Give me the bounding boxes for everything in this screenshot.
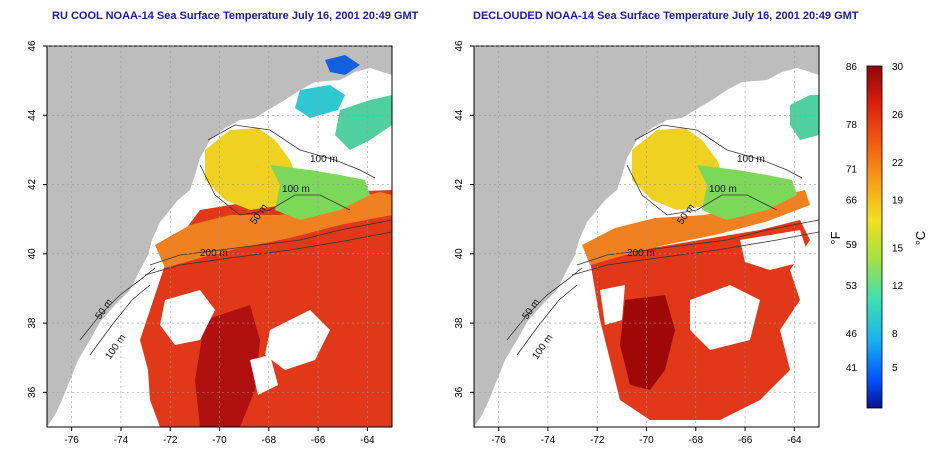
celsius-label: 15 <box>892 243 904 254</box>
lat-tick-label: 36 <box>454 386 465 398</box>
colorbar-scale <box>866 65 883 409</box>
lon-tick-label: -72 <box>590 435 605 446</box>
lon-tick-label: -68 <box>262 435 277 446</box>
celsius-label: 26 <box>892 110 904 121</box>
lon-tick-label: -64 <box>787 435 802 446</box>
sst-green-shelf <box>270 165 370 220</box>
lat-tick-label: 46 <box>27 40 38 52</box>
cloud-gap <box>250 355 278 395</box>
fahrenheit-unit: °F <box>828 231 843 244</box>
lon-tick-label: -68 <box>689 435 704 446</box>
lon-tick-label: -66 <box>311 435 326 446</box>
fahrenheit-label: 59 <box>846 240 858 251</box>
land-mass <box>474 46 819 427</box>
lon-tick-label: -66 <box>738 435 753 446</box>
sst-cyan-north <box>295 85 345 118</box>
sst-yellow-bank <box>205 128 300 210</box>
cloud-gap <box>265 310 330 370</box>
lat-tick-label: 46 <box>454 40 465 52</box>
right-map-panel: 100 m 100 m 50 m 200 m 50 m 100 m -76 -74… <box>454 40 820 446</box>
lon-tick-label: -64 <box>360 435 375 446</box>
cloud-gap <box>160 290 215 345</box>
fahrenheit-label: 78 <box>846 120 858 131</box>
contour-label-100m: 100 m <box>709 184 737 195</box>
fahrenheit-label: 71 <box>846 165 858 176</box>
left-map-panel: 100 m 100 m 50 m 200 m 50 m 100 m -76 -74… <box>27 40 393 446</box>
lon-tick-label: -74 <box>114 435 129 446</box>
sst-yellow-bank <box>632 128 727 210</box>
cloud-gap <box>740 230 810 270</box>
contour-label-100m: 100 m <box>282 184 310 195</box>
lon-tick-label: -70 <box>639 435 654 446</box>
lat-tick-label: 36 <box>27 386 38 398</box>
sst-blue-patch <box>325 55 360 75</box>
fahrenheit-label: 66 <box>846 195 858 206</box>
contour-label-200m: 200 m <box>200 248 228 259</box>
sst-hot-core <box>620 295 675 390</box>
lon-tick-label: -76 <box>491 435 506 446</box>
lat-tick-label: 40 <box>27 248 38 260</box>
land-mass <box>47 46 392 427</box>
lat-tick-label: 44 <box>454 109 465 121</box>
sst-cyan-east <box>335 95 392 150</box>
lon-tick-label: -70 <box>212 435 227 446</box>
celsius-label: 5 <box>892 363 898 374</box>
contour-label-100m: 100 m <box>310 154 338 165</box>
lon-tick-label: -76 <box>64 435 79 446</box>
left-panel-title: RU COOL NOAA-14 Sea Surface Temperature … <box>52 10 419 22</box>
lat-tick-label: 42 <box>454 179 465 191</box>
sst-cyan-east <box>790 95 819 140</box>
contour-label-100m: 100 m <box>737 154 765 165</box>
lat-tick-label: 38 <box>454 317 465 329</box>
celsius-labels: 30 26 22 19 15 12 8 5 <box>892 62 904 374</box>
lat-tick-label: 40 <box>454 248 465 260</box>
celsius-label: 12 <box>892 281 904 292</box>
contour-label-200m: 200 m <box>627 248 655 259</box>
fahrenheit-labels: 86 78 71 66 59 53 46 41 <box>846 62 858 374</box>
right-panel-title: DECLOUDED NOAA-14 Sea Surface Temperatur… <box>473 10 859 22</box>
celsius-label: 8 <box>892 329 898 340</box>
lon-tick-label: -72 <box>163 435 178 446</box>
fahrenheit-label: 46 <box>846 329 858 340</box>
celsius-label: 22 <box>892 158 904 169</box>
celsius-label: 19 <box>892 195 904 206</box>
left-axis-ticks: -76 -74 -72 -70 -68 -66 -64 36 38 40 42 44 46 <box>27 40 392 446</box>
right-axis-ticks: -76 -74 -72 -70 -68 -66 -64 36 38 40 42 44 46 <box>454 40 819 446</box>
sst-hot-core <box>195 305 260 427</box>
celsius-unit: °C <box>913 231 928 246</box>
sst-green-shelf <box>697 165 797 220</box>
temperature-colorbar: 86 78 71 66 59 53 46 41 30 26 22 19 15 12 8 5 °F °C <box>828 62 928 409</box>
lat-tick-label: 38 <box>27 317 38 329</box>
bathymetry-contours <box>79 124 392 356</box>
lat-tick-label: 44 <box>27 109 38 121</box>
fahrenheit-label: 41 <box>846 363 858 374</box>
lat-tick-label: 42 <box>27 179 38 191</box>
fahrenheit-label: 86 <box>846 62 858 73</box>
fahrenheit-label: 53 <box>846 281 858 292</box>
lon-tick-label: -74 <box>541 435 556 446</box>
cloud-gap <box>600 285 625 325</box>
celsius-label: 30 <box>892 62 904 73</box>
cloud-gap <box>690 285 760 350</box>
